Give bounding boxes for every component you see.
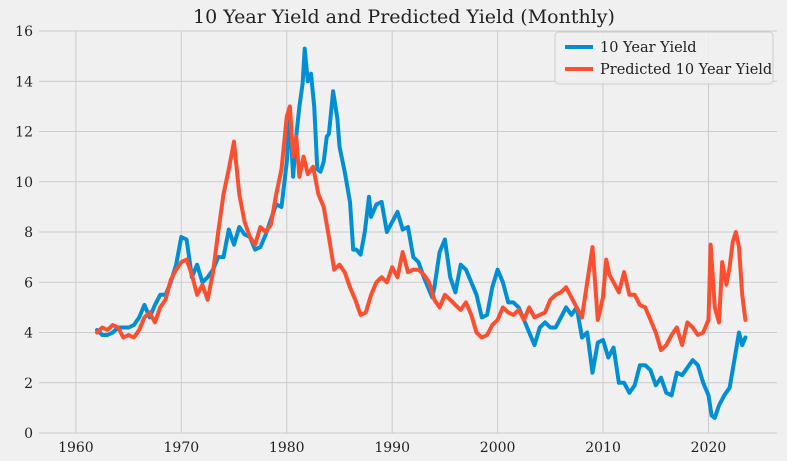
y-tick-label: 14 [15, 74, 33, 90]
y-tick-label: 6 [24, 275, 33, 291]
x-tick-label: 1970 [164, 440, 200, 456]
y-tick-label: 4 [24, 326, 33, 342]
y-tick-label: 10 [15, 175, 33, 191]
x-tick-label: 2020 [691, 440, 727, 456]
x-tick-label: 1990 [374, 440, 410, 456]
legend-label-predicted-10-year-yield: Predicted 10 Year Yield [600, 62, 772, 78]
x-tick-label: 1960 [58, 440, 94, 456]
legend-box [554, 31, 774, 85]
tick-labels: 0 2 4 6 8 10 12 14 16 1960 1970 1980 1990 2000 2010 202… [15, 24, 726, 456]
legend: 10 Year Yield Predicted 10 Year Yield [554, 31, 774, 85]
y-tick-label: 8 [24, 225, 33, 241]
y-tick-label: 2 [24, 376, 33, 392]
y-tick-label: 12 [15, 125, 33, 141]
chart-title: 10 Year Yield and Predicted Yield (Month… [193, 6, 615, 28]
series-line-predicted-10-year-yield [95, 104, 748, 353]
x-tick-label: 2010 [585, 440, 621, 456]
legend-label-10-year-yield: 10 Year Yield [600, 40, 697, 56]
grid [39, 30, 777, 434]
series-group [95, 46, 748, 420]
x-tick-label: 1980 [269, 440, 305, 456]
y-tick-label: 16 [15, 24, 33, 40]
y-tick-label: 0 [24, 426, 33, 442]
x-tick-label: 2000 [480, 440, 516, 456]
